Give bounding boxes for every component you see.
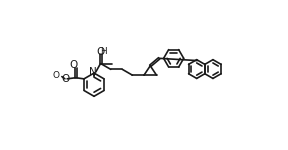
Text: O: O	[61, 74, 69, 84]
Text: O: O	[69, 60, 77, 70]
Text: N: N	[89, 67, 97, 77]
Text: O: O	[96, 47, 105, 57]
Text: H: H	[100, 46, 107, 56]
Text: O: O	[53, 71, 60, 80]
